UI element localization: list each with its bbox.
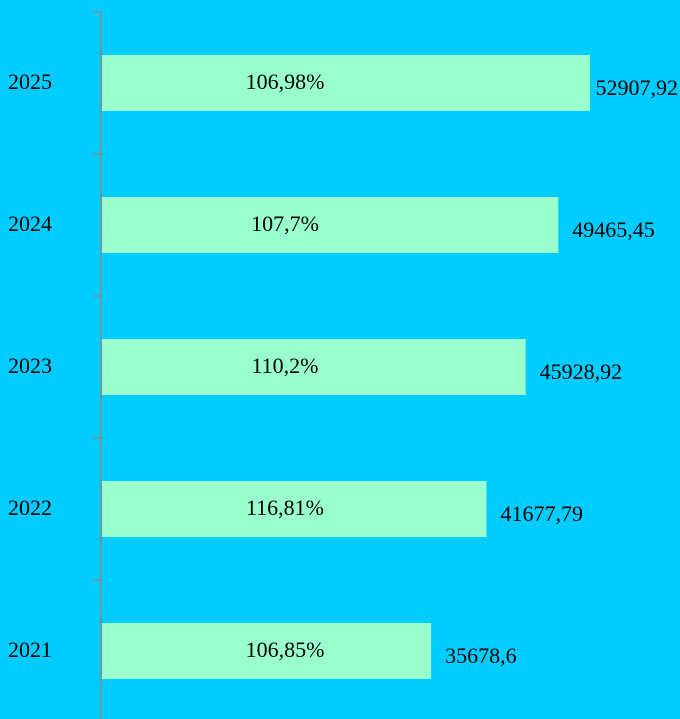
y-tick-label: 2021 bbox=[8, 637, 52, 662]
value-label: 41677,79 bbox=[500, 501, 583, 526]
value-label: 52907,92 bbox=[596, 75, 679, 100]
y-tick-label: 2025 bbox=[8, 69, 52, 94]
bar bbox=[102, 339, 526, 395]
value-label: 35678,6 bbox=[445, 643, 517, 668]
inner-label: 106,85% bbox=[246, 637, 325, 662]
bar bbox=[102, 623, 432, 679]
y-tick-label: 2024 bbox=[8, 211, 52, 236]
inner-label: 110,2% bbox=[251, 353, 318, 378]
y-tick-label: 2022 bbox=[8, 495, 52, 520]
bar bbox=[102, 481, 487, 537]
value-label: 45928,92 bbox=[540, 359, 623, 384]
inner-label: 106,98% bbox=[246, 69, 325, 94]
bar bbox=[102, 55, 591, 111]
y-tick-label: 2023 bbox=[8, 353, 52, 378]
inner-label: 116,81% bbox=[246, 495, 324, 520]
inner-label: 107,7% bbox=[251, 211, 319, 236]
value-label: 49465,45 bbox=[572, 217, 655, 242]
bar bbox=[102, 197, 559, 253]
